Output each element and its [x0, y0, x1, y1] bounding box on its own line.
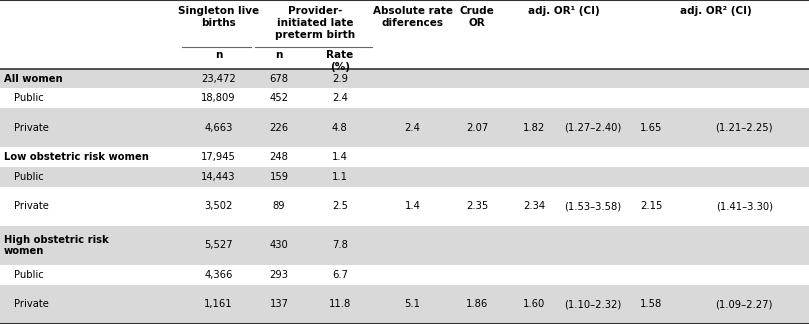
Text: 226: 226 [269, 123, 289, 133]
Text: 2.4: 2.4 [332, 93, 348, 103]
Text: n: n [275, 50, 283, 60]
Text: 4,366: 4,366 [204, 270, 233, 280]
Bar [0, 226, 809, 265]
Text: 7.8: 7.8 [332, 240, 348, 250]
Text: n: n [214, 50, 222, 60]
Bar [0, 265, 809, 285]
Text: 1.4: 1.4 [404, 201, 421, 211]
Text: 14,443: 14,443 [201, 172, 235, 182]
Text: 1,161: 1,161 [204, 299, 233, 309]
Text: (1.53–3.58): (1.53–3.58) [564, 201, 621, 211]
Bar [0, 285, 809, 324]
Text: (1.09–2.27): (1.09–2.27) [716, 299, 773, 309]
Text: 452: 452 [269, 93, 289, 103]
Text: 1.82: 1.82 [523, 123, 545, 133]
Text: Private: Private [14, 201, 49, 211]
Text: (1.41–3.30): (1.41–3.30) [716, 201, 773, 211]
Bar [0, 0, 809, 69]
Text: All women: All women [4, 74, 62, 84]
Text: 2.07: 2.07 [466, 123, 489, 133]
Text: Public: Public [14, 270, 44, 280]
Text: 293: 293 [269, 270, 289, 280]
Text: Public: Public [14, 172, 44, 182]
Bar [0, 88, 809, 108]
Text: Provider-
initiated late
preterm birth: Provider- initiated late preterm birth [275, 6, 356, 40]
Text: 17,945: 17,945 [201, 152, 236, 162]
Text: 5.1: 5.1 [404, 299, 421, 309]
Text: 2.35: 2.35 [466, 201, 489, 211]
Bar [0, 69, 809, 88]
Text: (1.21–2.25): (1.21–2.25) [715, 123, 773, 133]
Text: 1.86: 1.86 [466, 299, 489, 309]
Text: 11.8: 11.8 [328, 299, 351, 309]
Text: 2.34: 2.34 [523, 201, 545, 211]
Text: 2.15: 2.15 [640, 201, 663, 211]
Text: 23,472: 23,472 [201, 74, 235, 84]
Text: Singleton live
births: Singleton live births [178, 6, 259, 28]
Text: 2.4: 2.4 [404, 123, 421, 133]
Text: 5,527: 5,527 [204, 240, 233, 250]
Text: 1.65: 1.65 [640, 123, 663, 133]
Text: 159: 159 [269, 172, 289, 182]
Text: 1.4: 1.4 [332, 152, 348, 162]
Text: 1.1: 1.1 [332, 172, 348, 182]
Text: High obstetric risk
women: High obstetric risk women [4, 235, 108, 256]
Text: 137: 137 [269, 299, 289, 309]
Bar [0, 187, 809, 226]
Text: 4.8: 4.8 [332, 123, 348, 133]
Text: 89: 89 [273, 201, 286, 211]
Text: Crude
OR: Crude OR [460, 6, 494, 28]
Text: Low obstetric risk women: Low obstetric risk women [4, 152, 149, 162]
Text: 18,809: 18,809 [201, 93, 235, 103]
Text: 678: 678 [269, 74, 289, 84]
Text: 2.9: 2.9 [332, 74, 348, 84]
Text: 430: 430 [269, 240, 289, 250]
Text: 6.7: 6.7 [332, 270, 348, 280]
Text: (1.27–2.40): (1.27–2.40) [564, 123, 621, 133]
Text: Private: Private [14, 123, 49, 133]
Text: adj. OR¹ (CI): adj. OR¹ (CI) [528, 6, 600, 17]
Text: 1.60: 1.60 [523, 299, 545, 309]
Text: Public: Public [14, 93, 44, 103]
Bar [0, 167, 809, 187]
Text: (1.10–2.32): (1.10–2.32) [564, 299, 621, 309]
Text: 3,502: 3,502 [204, 201, 233, 211]
Text: Rate
(%): Rate (%) [326, 50, 354, 72]
Text: 248: 248 [269, 152, 289, 162]
Text: Private: Private [14, 299, 49, 309]
Text: 2.5: 2.5 [332, 201, 348, 211]
Text: adj. OR² (CI): adj. OR² (CI) [680, 6, 752, 17]
Text: 1.58: 1.58 [640, 299, 663, 309]
Bar [0, 147, 809, 167]
Text: 4,663: 4,663 [204, 123, 233, 133]
Bar [0, 108, 809, 147]
Text: Absolute rate
diferences: Absolute rate diferences [373, 6, 452, 28]
